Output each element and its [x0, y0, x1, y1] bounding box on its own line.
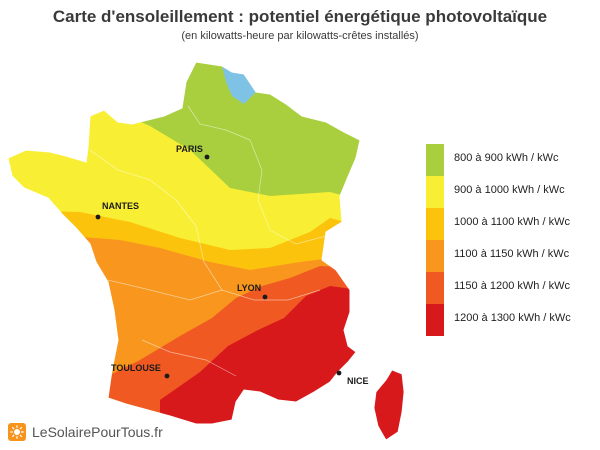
legend-swatch: [426, 144, 444, 176]
legend-item: 800 à 900 kWh / kWc: [426, 144, 600, 176]
city-nantes: NANTES: [95, 201, 139, 220]
svg-text:NICE: NICE: [347, 376, 369, 386]
legend-label: 900 à 1000 kWh / kWc: [454, 184, 565, 196]
legend-item: 1000 à 1100 kWh / kWc: [426, 208, 600, 240]
legend-swatch: [426, 208, 444, 240]
city-nice: NICE: [336, 370, 369, 386]
legend-item: 900 à 1000 kWh / kWc: [426, 176, 600, 208]
map-title: Carte d'ensoleillement : potentiel énerg…: [52, 7, 548, 26]
svg-text:LYON: LYON: [237, 283, 261, 293]
svg-text:TOULOUSE: TOULOUSE: [111, 363, 161, 373]
legend-label: 800 à 900 kWh / kWc: [454, 152, 559, 164]
legend-item: 1100 à 1150 kWh / kWc: [426, 240, 600, 272]
svg-text:PARIS: PARIS: [176, 144, 203, 154]
legend-swatch: [426, 304, 444, 336]
legend-label: 1200 à 1300 kWh / kWc: [454, 312, 571, 324]
legend-swatch: [426, 272, 444, 304]
legend: 800 à 900 kWh / kWc 900 à 1000 kWh / kWc…: [426, 144, 600, 336]
city-toulouse: TOULOUSE: [111, 363, 170, 379]
brand-text: LeSolairePourTous.fr: [32, 424, 163, 440]
legend-item: 1200 à 1300 kWh / kWc: [426, 304, 600, 336]
legend-label: 1000 à 1100 kWh / kWc: [454, 216, 570, 228]
legend-label: 1100 à 1150 kWh / kWc: [454, 248, 570, 260]
legend-swatch: [426, 240, 444, 272]
map-subtitle: (en kilowatts-heure par kilowatts-crêtes…: [181, 30, 419, 42]
brand-link[interactable]: LeSolairePourTous.fr: [8, 422, 163, 442]
legend-swatch: [426, 176, 444, 208]
legend-item: 1150 à 1200 kWh / kWc: [426, 272, 600, 304]
legend-label: 1150 à 1200 kWh / kWc: [454, 280, 570, 292]
city-paris: PARIS: [176, 144, 210, 160]
svg-text:NANTES: NANTES: [102, 201, 139, 211]
city-lyon: LYON: [237, 283, 268, 300]
sun-icon: [8, 423, 26, 441]
corsica-island: [373, 369, 405, 441]
